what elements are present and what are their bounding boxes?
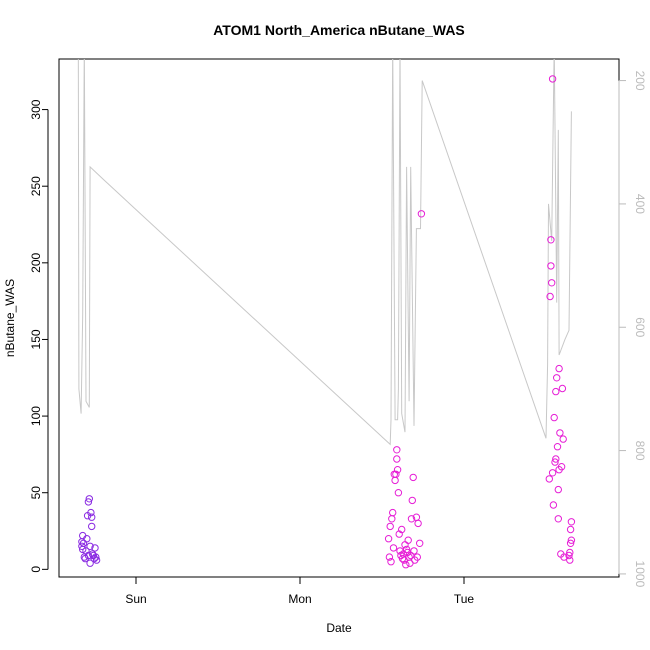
data-point-32 [391,476,399,485]
data-point-90 [566,525,575,534]
data-point-42 [398,554,407,563]
y2-axis: 200 400 600 800 1000 [618,71,647,588]
data-point-17 [88,522,96,531]
data-point-11 [84,551,93,560]
data-point-34 [393,455,401,463]
data-point-69 [548,469,557,477]
y-axis-label: nButane_WAS [3,279,17,357]
data-point-7 [82,547,90,555]
data-point-24 [384,535,393,543]
data-point-65 [547,236,555,244]
data-point-29 [389,508,397,517]
y-tick-label: 200 [29,252,43,272]
data-point-87 [565,551,573,560]
data-point-16 [88,513,96,521]
y-axis: 0 50 100 150 200 250 300 [29,99,49,573]
data-point-84 [558,384,567,393]
data-point-66 [547,262,555,270]
data-point-55 [409,473,417,482]
data-point-49 [404,536,412,544]
y2-tick-label: 600 [633,317,647,337]
data-point-83 [557,463,566,471]
data-point-89 [566,548,574,557]
y-tick-label: 0 [29,566,43,573]
data-point-36 [393,466,402,474]
x-tick-label: Tue [454,592,475,606]
data-point-79 [555,364,563,373]
y-tick-label: 150 [29,329,43,349]
y-tick-label: 250 [29,176,43,196]
data-point-72 [551,458,559,466]
data-point-15 [87,508,95,517]
data-point-76 [553,443,562,451]
y-tick-label: 100 [29,406,43,426]
x-tick-label: Mon [288,592,311,606]
y2-tick-label: 200 [633,71,647,91]
data-point-30 [389,544,398,552]
y2-tick-label: 400 [633,194,647,214]
data-point-21 [91,544,99,552]
data-point-10 [84,498,93,506]
data-point-67 [548,279,556,287]
data-point-63 [545,475,553,483]
data-point-47 [402,545,411,554]
data-point-54 [408,496,416,505]
x-axis: Sun Mon Tue [125,576,475,606]
data-point-93 [567,536,576,544]
data-point-13 [86,542,94,550]
data-point-37 [394,489,403,497]
data-point-91 [566,539,575,547]
data-point-25 [385,553,394,561]
altitude-line [77,59,572,446]
y2-tick-label: 1000 [633,561,647,588]
data-point-22 [92,553,100,561]
data-point-92 [567,518,576,526]
data-point-77 [554,485,562,494]
x-tick-label: Sun [125,592,146,606]
data-point-14 [86,559,94,567]
data-point-27 [387,558,395,566]
y-tick-label: 50 [29,486,43,500]
data-point-71 [550,413,558,422]
data-point-73 [552,387,560,396]
data-point-33 [392,470,400,478]
data-point-61 [416,539,424,547]
data-point-8 [83,535,91,543]
data-point-60 [414,519,422,528]
points-group [78,75,576,569]
altitude-line-group [77,59,572,446]
data-point-70 [549,501,558,509]
data-point-46 [402,561,410,569]
y2-tick-label: 800 [633,441,647,461]
data-point-86 [560,553,568,561]
data-point-68 [548,75,557,83]
data-point-41 [398,525,406,534]
data-point-53 [407,515,416,523]
data-point-85 [559,435,567,443]
data-point-88 [566,556,574,564]
data-point-56 [410,547,418,555]
data-point-23 [92,556,101,564]
data-point-62 [417,210,426,218]
plot-frame [58,58,620,578]
data-point-59 [413,553,421,561]
data-point-64 [546,292,554,301]
x-axis-label: Date [326,621,352,635]
chart-title: ATOM1 North_America nButane_WAS [213,22,465,38]
data-point-35 [393,446,401,454]
data-point-28 [388,515,396,523]
data-point-81 [556,429,564,437]
y-tick-label: 300 [29,99,43,119]
data-point-78 [554,515,562,523]
data-point-75 [553,374,561,382]
data-point-12 [85,495,94,503]
data-point-74 [552,455,560,463]
data-point-26 [386,522,394,531]
